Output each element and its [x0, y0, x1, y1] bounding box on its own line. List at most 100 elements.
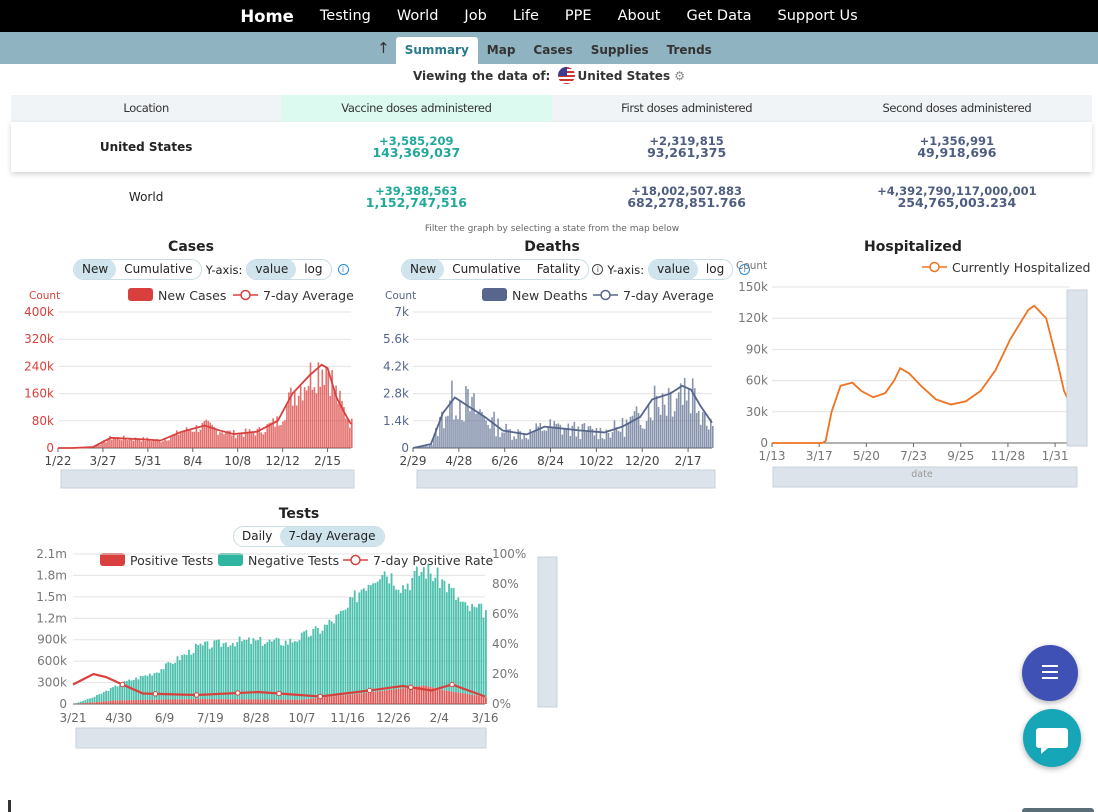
deaths-value-button[interactable]: value	[649, 260, 698, 279]
positive-bar	[238, 699, 241, 704]
y-tick-label: 320k	[24, 332, 54, 346]
positive-bar	[296, 699, 299, 704]
chat-button[interactable]	[1023, 709, 1081, 767]
info-icon[interactable]: i	[337, 264, 349, 275]
negative-bar	[388, 583, 391, 691]
bar	[497, 418, 499, 448]
tab-summary[interactable]: Summary	[395, 37, 478, 64]
first-increase: +18,002,507.883	[631, 184, 742, 198]
bar	[635, 406, 638, 448]
positive-bar	[386, 690, 388, 704]
bar	[509, 429, 511, 448]
cases-chart[interactable]: Count New Cases 7-day Average 0 80k 160k 240k 3…	[0, 280, 365, 495]
negative-bar	[222, 643, 225, 700]
positive-bar	[174, 699, 177, 704]
nav-job[interactable]: Job	[464, 8, 487, 24]
nav-home[interactable]: Home	[240, 6, 294, 26]
bar	[345, 418, 347, 448]
deaths-chart[interactable]: Count New Deaths 7-day Average 0 1.4k 2.8k 4.2…	[365, 280, 730, 495]
bar	[272, 418, 274, 448]
tab-cases[interactable]: Cases	[533, 43, 573, 57]
nav-life[interactable]: Life	[512, 8, 539, 24]
tab-supplies[interactable]: Supplies	[590, 43, 649, 57]
positive-bar	[319, 697, 322, 704]
x-tick-label: 10/22	[579, 454, 614, 468]
tab-map[interactable]: Map	[486, 43, 516, 57]
negative-bar	[128, 679, 131, 701]
cases-new-button[interactable]: New	[74, 260, 117, 279]
info-icon[interactable]: i	[592, 264, 604, 275]
rate-point	[193, 692, 200, 698]
bar	[591, 428, 594, 448]
nav-world[interactable]: World	[396, 8, 439, 24]
bar	[421, 446, 423, 448]
bottom-button[interactable]	[1022, 808, 1094, 812]
header-first-doses[interactable]: First doses administered	[621, 101, 753, 115]
nav-about[interactable]: About	[617, 8, 661, 24]
negative-bar	[411, 577, 414, 688]
header-second-doses[interactable]: Second doses administered	[882, 101, 1032, 115]
positive-bar	[409, 687, 411, 704]
bar	[567, 423, 570, 448]
positive-bar	[100, 701, 103, 704]
bar	[657, 407, 660, 448]
info-icon[interactable]: i	[739, 264, 751, 275]
bar	[577, 426, 580, 448]
bar	[164, 439, 166, 448]
gear-icon[interactable]: ⚙	[674, 69, 686, 83]
menu-button[interactable]	[1022, 645, 1078, 701]
nav-get-data[interactable]: Get Data	[686, 8, 752, 24]
x-tick-label: 5/31	[134, 454, 161, 468]
rate-point	[235, 690, 241, 696]
nav-ppe[interactable]: PPE	[564, 8, 592, 24]
positive-bar	[473, 695, 476, 704]
tests-daily-button[interactable]: Daily	[242, 529, 273, 543]
nav-support-us[interactable]: Support Us	[777, 8, 858, 24]
deaths-fatality-button[interactable]: Fatality	[536, 262, 581, 276]
bar	[238, 432, 241, 448]
negative-bar	[220, 646, 223, 700]
section-divider	[8, 800, 11, 812]
header-vaccine-doses[interactable]: Vaccine doses administered	[281, 95, 552, 122]
tab-trends[interactable]: Trends	[666, 43, 712, 57]
bar	[101, 441, 103, 448]
positive-bar	[241, 699, 243, 704]
bar	[485, 420, 487, 448]
arrow-up-icon[interactable]: ↑	[377, 39, 390, 57]
positive-bar	[323, 697, 326, 704]
positive-bar	[105, 701, 108, 704]
negative-bar	[452, 588, 455, 692]
cases-value-button[interactable]: value	[247, 260, 297, 279]
positive-bar	[420, 685, 423, 704]
negative-bar	[275, 637, 278, 700]
tests-7day-button[interactable]: 7-day Average	[280, 527, 384, 546]
bar	[645, 420, 648, 448]
header-location[interactable]: Location	[123, 101, 169, 115]
deaths-new-button[interactable]: New	[402, 260, 445, 279]
positive-bar	[268, 699, 271, 704]
negative-bar	[372, 583, 375, 692]
negative-bar	[174, 662, 177, 700]
negative-bar	[337, 613, 340, 696]
positive-bar	[287, 699, 289, 704]
positive-bar	[402, 688, 404, 704]
cases-log-button[interactable]: log	[304, 262, 323, 276]
bar	[481, 412, 483, 448]
positive-bar	[218, 699, 220, 704]
positive-bar	[372, 691, 375, 704]
bar	[207, 421, 210, 448]
hospitalized-chart[interactable]: Count Currently Hospitalized 0 30k 60k 90k 120…	[730, 255, 1098, 495]
bar	[231, 435, 233, 448]
viewing-region-name[interactable]: United States	[577, 69, 671, 83]
negative-bar	[450, 588, 453, 692]
positive-bar	[464, 693, 467, 704]
positive-bar	[365, 692, 368, 704]
bar	[703, 413, 706, 448]
nav-testing[interactable]: Testing	[319, 8, 371, 24]
deaths-cumulative-button[interactable]: Cumulative	[452, 262, 521, 276]
cases-cumulative-button[interactable]: Cumulative	[124, 262, 193, 276]
negative-bar	[466, 605, 469, 694]
tests-chart[interactable]: Positive Tests Negative Tests 7-day Positi…	[0, 544, 570, 752]
negative-bar	[457, 597, 460, 693]
deaths-log-button[interactable]: log	[705, 262, 725, 276]
